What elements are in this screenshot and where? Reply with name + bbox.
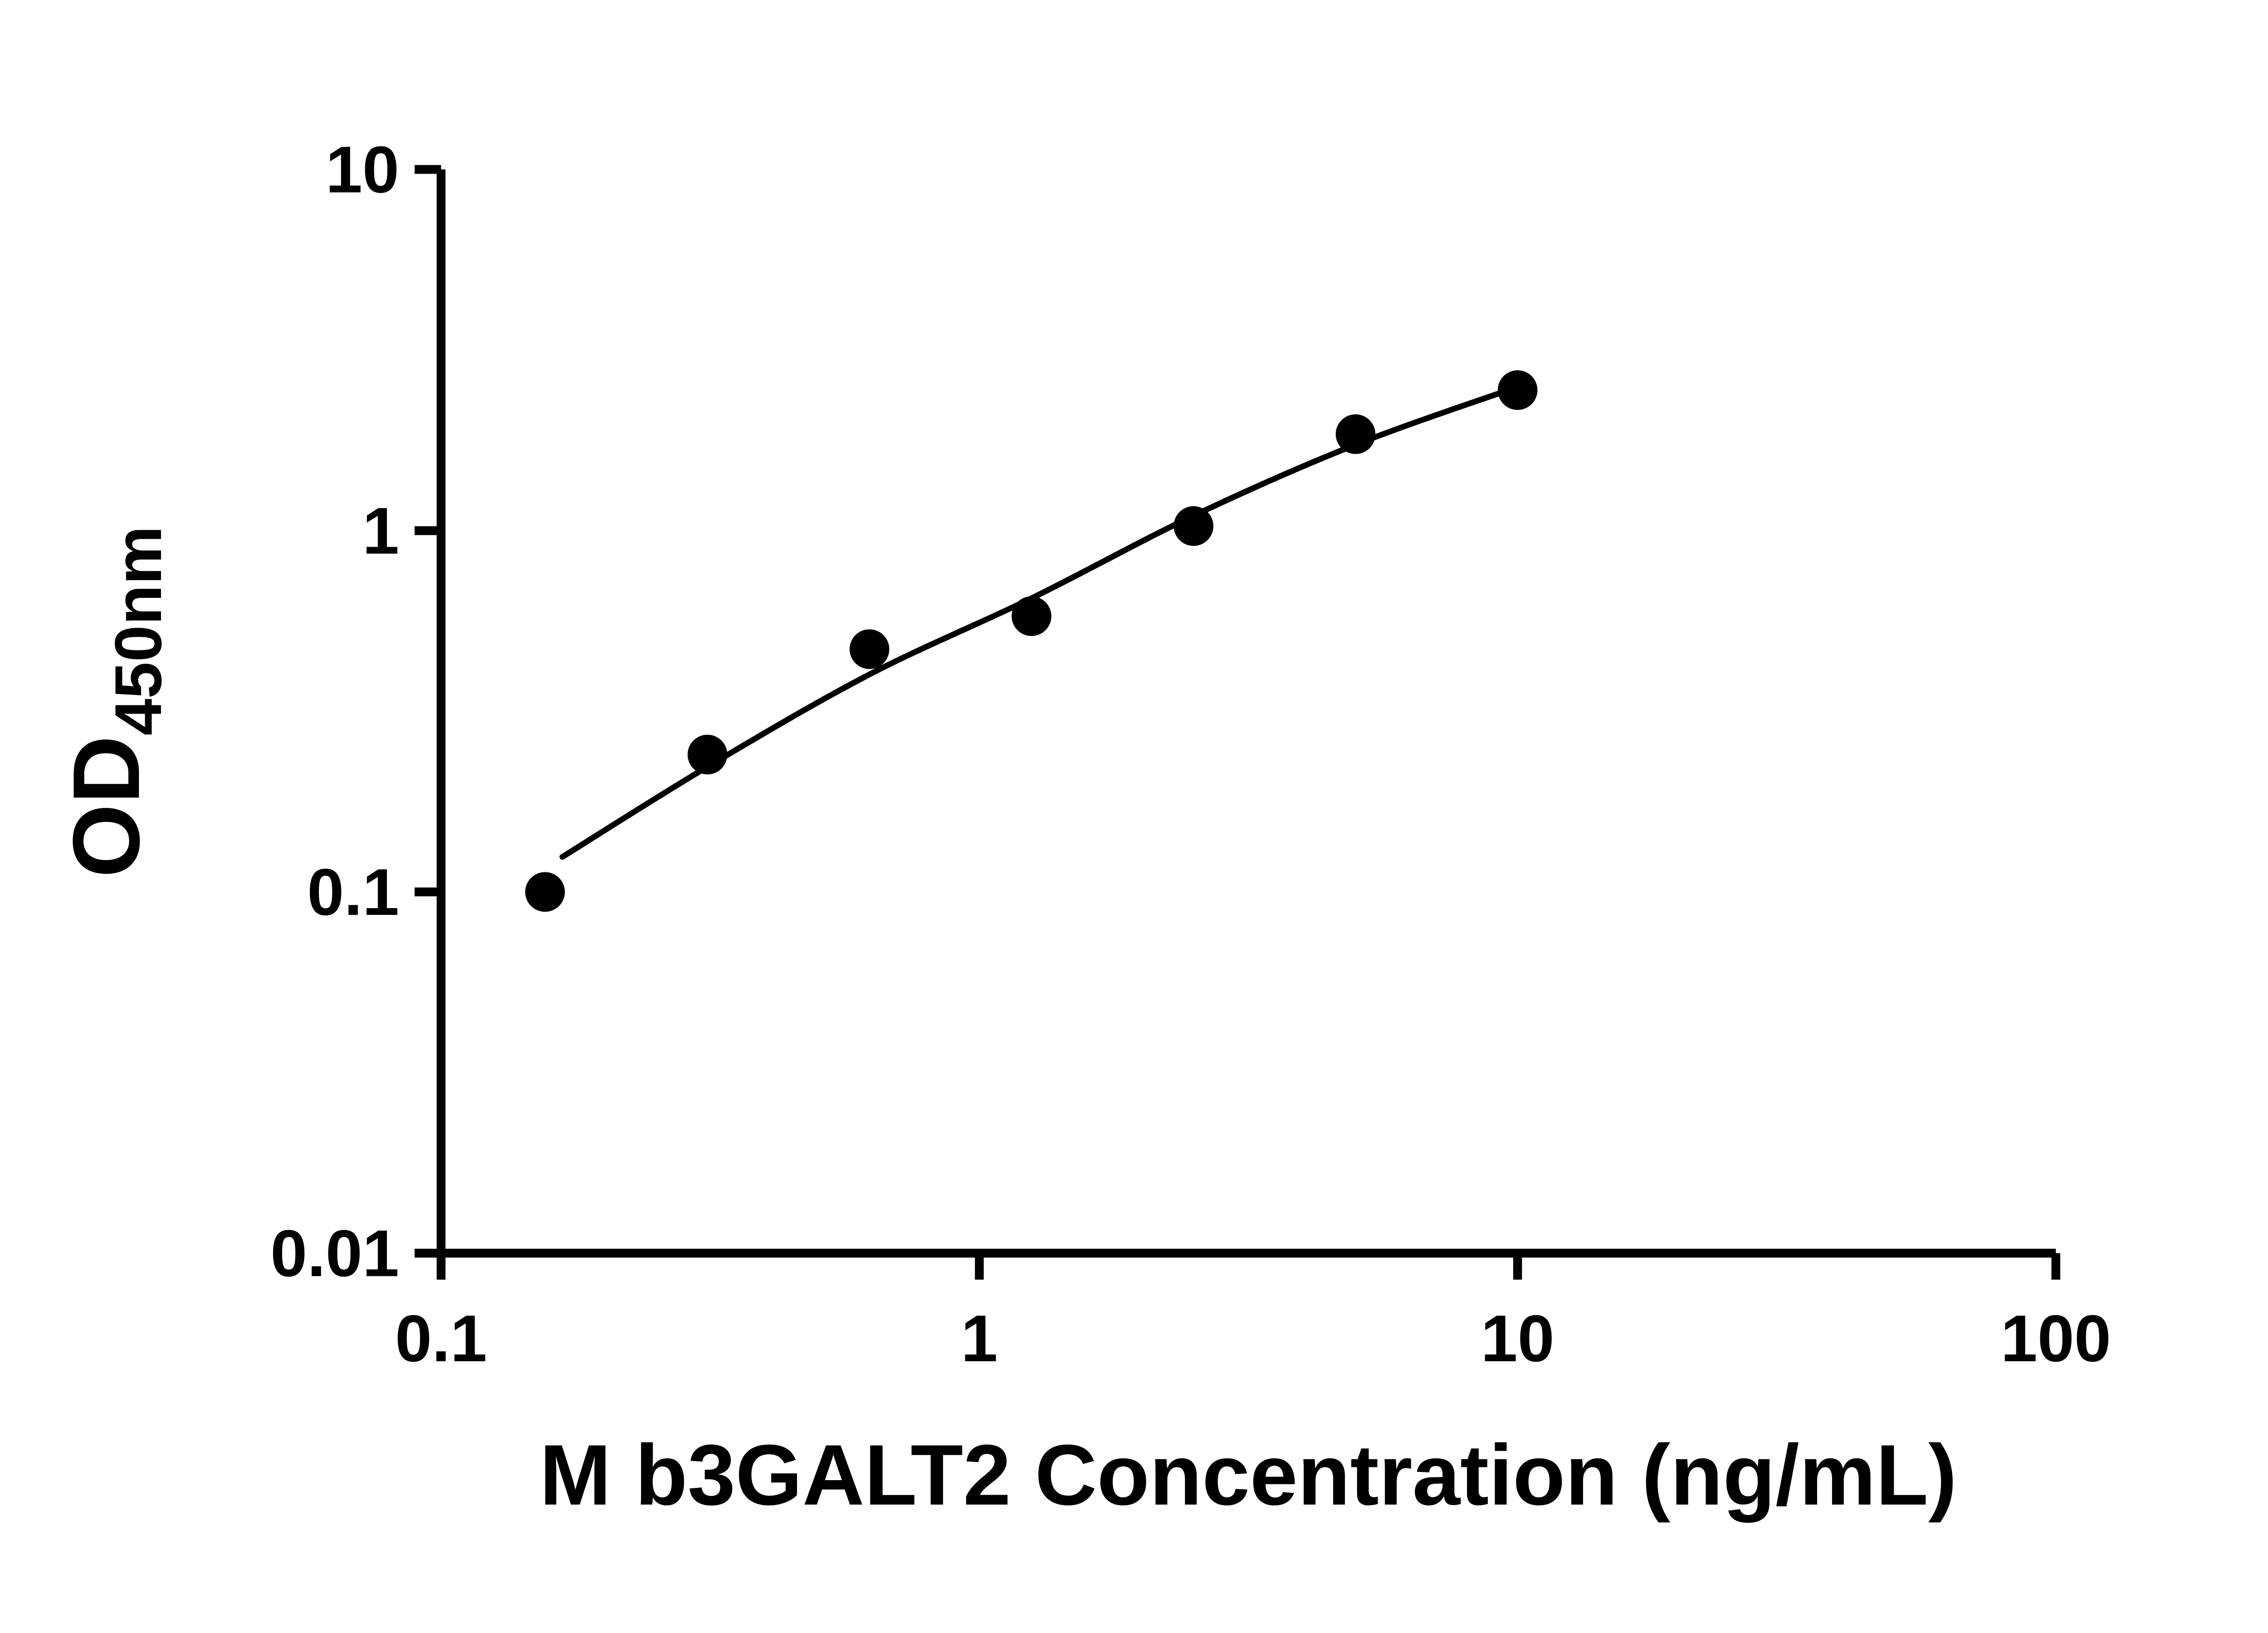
data-point	[1497, 370, 1538, 410]
y-tick-label: 0.1	[307, 855, 399, 929]
data-point	[687, 734, 728, 775]
y-tick-label: 1	[362, 494, 399, 567]
data-point	[1012, 596, 1051, 636]
y-axis-title-sub: 450nm	[101, 526, 175, 735]
x-axis-title: M b3GALT2 Concentration (ng/mL)	[539, 1427, 1957, 1523]
y-axis-title: OD450nm	[54, 526, 175, 878]
data-point	[525, 872, 565, 912]
y-tick-label: 10	[326, 132, 399, 206]
y-axis-title-main: OD	[54, 735, 159, 878]
y-tick-label: 0.01	[270, 1216, 399, 1290]
plot-area: 0.01 0.1 1 10 0.1 1 10 100	[270, 132, 2111, 1375]
x-tick-label: 0.1	[395, 1301, 487, 1375]
data-point	[1173, 506, 1214, 546]
data-point	[850, 629, 890, 669]
data-point	[1335, 414, 1376, 454]
x-tick-label: 10	[1481, 1301, 1554, 1375]
x-tick-label: 1	[961, 1301, 997, 1375]
axes-frame	[436, 169, 2056, 1258]
x-tick-label: 100	[2001, 1301, 2111, 1375]
